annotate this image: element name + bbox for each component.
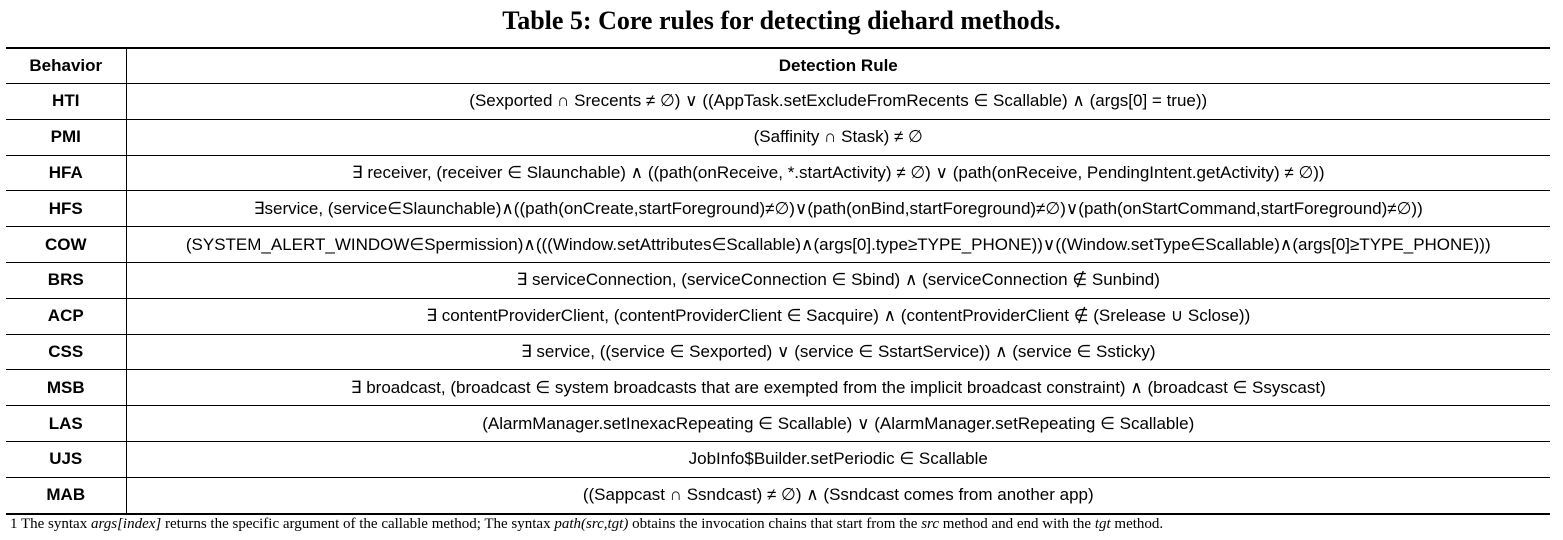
rule-cell: ∃service, (service∈Slaunchable)∧((path(o…: [126, 191, 1550, 227]
table-row: PMI (Saffinity ∩ Stask) ≠ ∅: [6, 119, 1550, 156]
behavior-cell: MSB: [6, 369, 127, 406]
behavior-cell: CSS: [6, 334, 127, 370]
behavior-cell: HFA: [6, 155, 127, 191]
table-row: HFS ∃service, (service∈Slaunchable)∧((pat…: [6, 190, 1550, 227]
table-row: HFA ∃ receiver, (receiver ∈ Slaunchable) …: [6, 155, 1550, 191]
rules-table: Behavior Detection Rule HTI (Sexported ∩ …: [6, 47, 1550, 515]
footnote-tgt: tgt: [1094, 516, 1111, 532]
rule-cell: ∃ broadcast, (broadcast ∈ system broadca…: [126, 370, 1550, 406]
rule-text: (SYSTEM_ALERT_WINDOW∈Spermission)∧(((Win…: [185, 234, 1491, 254]
footnote-src: src: [921, 516, 939, 532]
rule-text: (Sexported ∩ Srecents ≠ ∅) ∨ ((AppTask.s…: [469, 91, 1208, 111]
behavior-cell: PMI: [6, 119, 127, 156]
behavior-cell: HTI: [6, 83, 127, 120]
rule-cell: (AlarmManager.setInexacRepeating ∈ Scall…: [126, 406, 1550, 442]
rule-cell: ((Sappcast ∩ Ssndcast) ≠ ∅) ∧ (Ssndcast …: [126, 477, 1550, 513]
behavior-cell: HFS: [6, 190, 127, 227]
footnote-text: method.: [1114, 516, 1164, 532]
footnote-path-syntax: path(src,tgt): [554, 516, 629, 532]
behavior-cell: LAS: [6, 405, 127, 442]
behavior-cell: BRS: [6, 262, 127, 299]
table-row: COW (SYSTEM_ALERT_WINDOW∈Spermission)∧(((…: [6, 226, 1550, 263]
rule-cell: (SYSTEM_ALERT_WINDOW∈Spermission)∧(((Win…: [126, 227, 1550, 263]
rule-text: ∃ service, ((service ∈ Sexported) ∨ (ser…: [520, 341, 1156, 361]
rule-cell: ∃ serviceConnection, (serviceConnection …: [126, 262, 1550, 298]
table-header-row: Behavior Detection Rule: [6, 48, 1550, 84]
table-row: MSB ∃ broadcast, (broadcast ∈ system broa…: [6, 369, 1550, 406]
rule-text: ∃service, (service∈Slaunchable)∧((path(o…: [253, 198, 1423, 218]
table-row: CSS ∃ service, ((service ∈ Sexported) ∨ (…: [6, 334, 1550, 370]
rule-cell: ∃ service, ((service ∈ Sexported) ∨ (ser…: [126, 334, 1550, 370]
behavior-cell: MAB: [6, 477, 127, 514]
table-row: MAB ((Sappcast ∩ Ssndcast) ≠ ∅) ∧ (Ssndca…: [6, 477, 1550, 514]
rule-text: (Saffinity ∩ Stask) ≠ ∅: [753, 127, 923, 147]
rule-text: JobInfo$Builder.setPeriodic ∈ Scallable: [688, 449, 988, 469]
table-footnote: 1 The syntax args[index] returns the spe…: [10, 514, 1555, 534]
rule-text: ((Sappcast ∩ Ssndcast) ≠ ∅) ∧ (Ssndcast …: [582, 485, 1094, 505]
behavior-cell: UJS: [6, 441, 127, 478]
table-row: BRS ∃ serviceConnection, (serviceConnecti…: [6, 262, 1550, 299]
footnote-text: The syntax: [20, 516, 88, 532]
footnote-text: obtains the invocation chains that start…: [632, 516, 918, 532]
header-detection-rule: Detection Rule: [778, 56, 898, 75]
rule-cell: ∃ contentProviderClient, (contentProvide…: [126, 298, 1550, 334]
rule-cell: ∃ receiver, (receiver ∈ Slaunchable) ∧ (…: [126, 155, 1550, 191]
rule-text: ∃ broadcast, (broadcast ∈ system broadca…: [350, 377, 1326, 397]
rule-text: ∃ contentProviderClient, (contentProvide…: [426, 306, 1251, 326]
table-row: UJS JobInfo$Builder.setPeriodic ∈ Scallab…: [6, 441, 1550, 478]
rule-text: ∃ receiver, (receiver ∈ Slaunchable) ∧ (…: [351, 162, 1325, 182]
table-row: LAS (AlarmManager.setInexacRepeating ∈ Sc…: [6, 405, 1550, 442]
footnote-text: method and end with the: [942, 516, 1092, 532]
rule-cell: (Sexported ∩ Srecents ≠ ∅) ∨ ((AppTask.s…: [126, 84, 1550, 120]
table-caption: Table 5: Core rules for detecting diehar…: [502, 6, 1061, 35]
behavior-cell: COW: [6, 226, 127, 263]
rule-text: (AlarmManager.setInexacRepeating ∈ Scall…: [482, 413, 1195, 433]
footnote-text: returns the specific argument of the cal…: [165, 516, 551, 532]
footnote-args-syntax: args[index]: [90, 516, 162, 532]
footnote-marker: 1: [10, 516, 18, 532]
table-row: ACP ∃ contentProviderClient, (contentProv…: [6, 298, 1550, 335]
rule-cell: (Saffinity ∩ Stask) ≠ ∅: [126, 119, 1550, 155]
behavior-cell: ACP: [6, 298, 127, 335]
rule-cell: JobInfo$Builder.setPeriodic ∈ Scallable: [126, 441, 1550, 477]
table-row: HTI (Sexported ∩ Srecents ≠ ∅) ∨ ((AppTas…: [6, 83, 1550, 120]
rule-text: ∃ serviceConnection, (serviceConnection …: [516, 270, 1160, 290]
header-behavior: Behavior: [6, 48, 127, 84]
